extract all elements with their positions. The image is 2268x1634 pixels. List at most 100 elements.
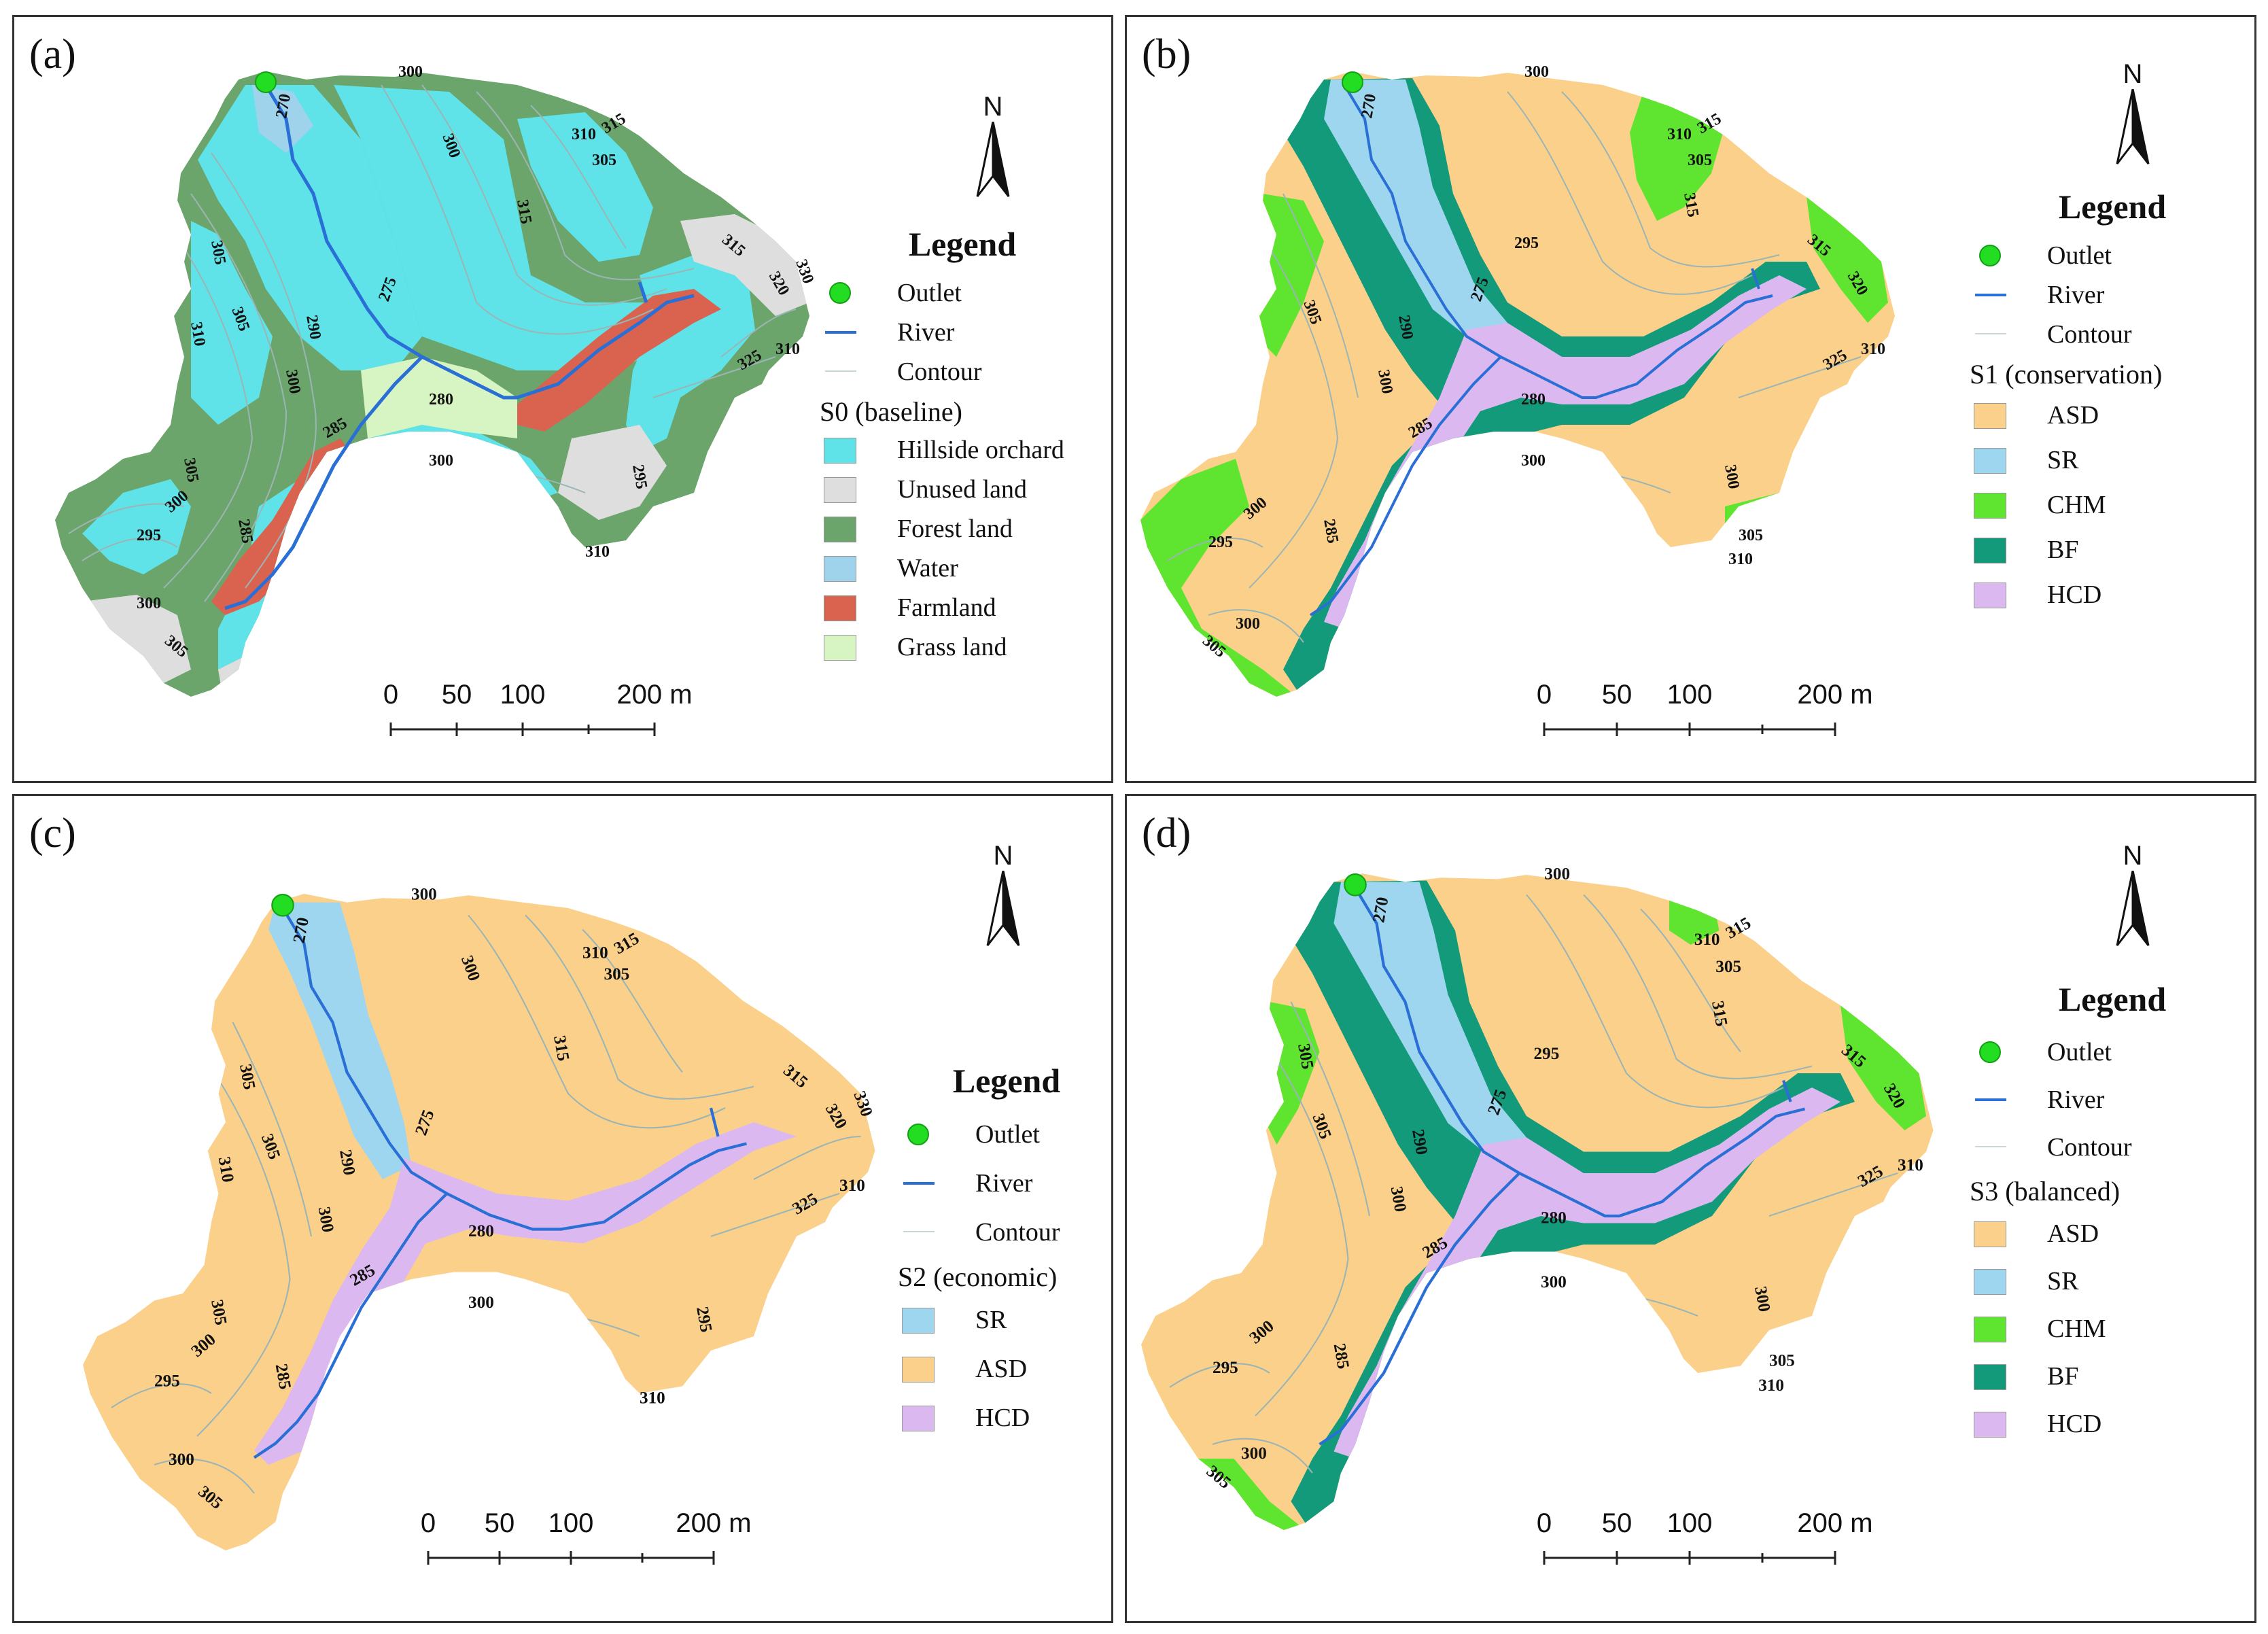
chm-area: [1198, 1458, 1306, 1530]
class-swatch: [1974, 583, 2006, 608]
contour-label: 300: [1751, 1285, 1773, 1313]
north-arrow: N: [973, 841, 1034, 956]
legend-item-contour: Contour: [1970, 1124, 2254, 1171]
river-network: [1309, 84, 1773, 616]
panel-label: (b): [1142, 31, 1191, 77]
unused-land-area: [558, 425, 667, 520]
legend-item-label: CHM: [2047, 1315, 2106, 1343]
scheme-title: S1 (conservation): [1970, 359, 2163, 389]
hillside-orchard-area: [82, 479, 191, 574]
scale-label: 0: [1536, 680, 1552, 710]
scale-label: 50: [1601, 1508, 1633, 1538]
contour-label: 310: [1898, 1156, 1923, 1175]
contour-label: 290: [336, 1148, 358, 1177]
panel-d: 300 270 310 315 305 315 295 275 280 300 …: [1125, 794, 2256, 1623]
north-letter: N: [2123, 59, 2143, 89]
legend-class: HCD: [1970, 1400, 2254, 1448]
scale-bar: 0 50 100 200 m: [1535, 1508, 1873, 1569]
outlet-marker: [271, 893, 294, 917]
contour-label: 300: [1541, 1273, 1567, 1291]
scale-label: 50: [441, 680, 472, 710]
contour-label: 310: [215, 1155, 237, 1184]
contour-line-icon: [825, 370, 856, 372]
north-letter: N: [993, 841, 1013, 871]
contour-label: 310: [585, 543, 610, 561]
north-arrow-icon: [976, 122, 1010, 197]
north-arrow-icon: [986, 871, 1020, 946]
legend-item-contour: Contour: [820, 352, 1105, 392]
legend-item-label: SR: [2047, 446, 2079, 474]
legend: Legend Outlet River Contour S0 (baseline…: [820, 224, 1105, 667]
legend-item-contour: Contour: [1970, 315, 2254, 354]
legend: Legend Outlet River Contour S1 (conserva…: [1970, 187, 2254, 617]
contour-label: 315: [550, 1034, 572, 1062]
panel-c: 300 270 300 315 310 315 305 315 320 330 …: [12, 794, 1113, 1623]
contour-label: 300: [1387, 1185, 1410, 1213]
watershed-map-c: 300 270 300 315 310 315 305 315 320 330 …: [82, 885, 876, 1550]
contour-label: 305: [1715, 958, 1741, 976]
legend: Legend Outlet River Contour S3 (balanced…: [1970, 979, 2254, 1448]
legend-item-label: Contour: [897, 358, 982, 386]
legend-item-label: BF: [2047, 536, 2079, 564]
legend-item-label: ASD: [2047, 401, 2099, 430]
contour-label: 315: [513, 198, 535, 226]
legend-item-label: River: [2047, 281, 2105, 309]
contour-label: 305: [604, 965, 629, 984]
watershed-map-b: 300 270 310 315 305 315 295 275 280 300 …: [1140, 63, 1895, 697]
legend-item-label: HCD: [2047, 580, 2102, 609]
river-line-icon: [903, 1182, 935, 1185]
scale-bar: 0 50 100 200 m: [1535, 680, 1873, 741]
river-line-icon: [1975, 294, 2006, 296]
legend-class: SR: [898, 1296, 1111, 1344]
contour-label: 285: [234, 518, 256, 545]
legend-item-label: Contour: [2047, 1133, 2132, 1162]
class-swatch: [824, 556, 856, 582]
outlet-marker: [255, 71, 277, 93]
class-swatch: [1974, 1317, 2006, 1342]
legend-class: BF: [1970, 1353, 2254, 1400]
watershed-map-a: 300 270 300 315 310 315 305 315 320 330 …: [55, 63, 817, 697]
legend-item-river: River: [1970, 275, 2254, 315]
legend-item-label: Contour: [975, 1218, 1060, 1247]
contour-label: 270: [273, 92, 294, 120]
legend-class: HCD: [898, 1393, 1111, 1442]
legend-item-label: SR: [2047, 1267, 2079, 1296]
scale-bar-line: [1543, 1551, 1836, 1565]
contour-label: 285: [1320, 518, 1342, 545]
legend-class: Grass land: [820, 627, 1105, 667]
contour-label: 300: [1721, 464, 1743, 491]
scale-bar-line: [389, 723, 656, 736]
outlet-marker: [1342, 71, 1363, 93]
class-swatch: [1974, 493, 2006, 519]
scale-bar: 0 50 100 200 m: [381, 680, 693, 741]
contour-label: 310: [1861, 341, 1885, 358]
legend-title: Legend: [2058, 980, 2167, 1018]
legend-item-label: Outlet: [2047, 241, 2112, 270]
legend-title: Legend: [908, 225, 1017, 263]
legend-item-contour: Contour: [898, 1208, 1111, 1257]
contour-label: 305: [207, 1298, 230, 1327]
panel-label: (a): [29, 31, 76, 77]
chm-area: [1630, 92, 1725, 221]
scale-label: 50: [1601, 680, 1633, 710]
legend-class: ASD: [898, 1344, 1111, 1393]
contour-label: 295: [1208, 534, 1233, 551]
contour-label: 305: [592, 152, 616, 169]
legend-class: ASD: [1970, 393, 2254, 438]
contour-label: 310: [1758, 1376, 1784, 1395]
class-swatch: [1974, 403, 2006, 429]
legend-class: Unused land: [820, 470, 1105, 509]
legend-item-outlet: Outlet: [898, 1110, 1111, 1159]
contour-label: 285: [1330, 1342, 1353, 1370]
scale-label: 0: [1536, 1508, 1552, 1538]
north-letter: N: [2123, 841, 2143, 871]
scheme-title: S0 (baseline): [820, 396, 962, 427]
contour-label: 295: [693, 1305, 715, 1334]
class-swatch: [824, 635, 856, 661]
contour-label: 305: [1294, 1042, 1316, 1071]
contour-label: 300: [1521, 452, 1546, 470]
legend-item-label: Farmland: [897, 593, 996, 622]
north-arrow-icon: [2116, 871, 2150, 946]
class-swatch: [902, 1357, 935, 1383]
contour-line-icon: [1975, 1146, 2006, 1147]
